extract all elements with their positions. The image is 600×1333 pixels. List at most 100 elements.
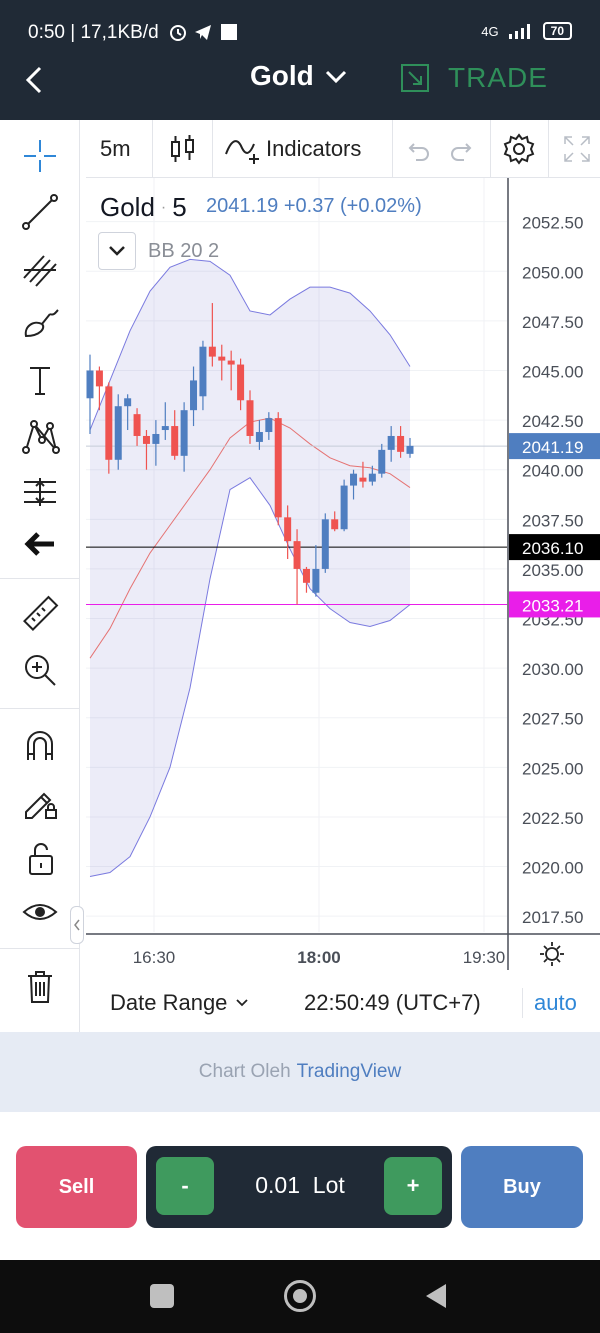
toolbar-divider: [490, 120, 491, 178]
candle-body: [105, 386, 113, 460]
attribution-prefix: Chart Oleh: [198, 1061, 291, 1082]
text-icon: [30, 367, 50, 395]
legend-collapse-button[interactable]: [98, 232, 136, 270]
price-label-bg: [509, 534, 600, 561]
buy-button[interactable]: Buy: [461, 1146, 583, 1228]
undo-button[interactable]: [404, 136, 432, 164]
chevron-left-icon: [25, 66, 42, 94]
indicators-label[interactable]: Indicators: [266, 136, 362, 161]
brush-tool[interactable]: [16, 302, 64, 346]
price-label: 2041.19: [522, 438, 583, 457]
candle-body: [124, 398, 132, 407]
trash-icon: [28, 971, 52, 1003]
candle-body: [171, 426, 179, 456]
candle-body: [350, 473, 358, 486]
back-nav-button[interactable]: [424, 1282, 448, 1310]
hide-toolbar-button[interactable]: [16, 522, 64, 566]
legend-interval: 5: [172, 192, 187, 222]
indicators-icon: [225, 140, 259, 164]
trend-line-icon: [22, 194, 58, 230]
lot-size-stepper: - 0.01 Lot +: [146, 1146, 452, 1228]
candle-body: [293, 541, 301, 569]
y-tick-label: 2040.00: [522, 462, 583, 481]
crosshair-tool[interactable]: [16, 134, 64, 178]
candle-body: [406, 445, 414, 454]
toolbar-divider: [0, 948, 80, 949]
ruler-icon: [23, 595, 59, 631]
fib-tool[interactable]: [16, 246, 64, 290]
gear-icon: [503, 133, 535, 165]
zoom-tool[interactable]: [16, 648, 64, 692]
bb-upper-line: [89, 258, 411, 431]
home-button[interactable]: [284, 1280, 316, 1312]
settings-button[interactable]: [502, 132, 536, 166]
toolbar-divider: [152, 120, 153, 178]
toolbar-divider: [212, 120, 213, 178]
bb-lower-line: [89, 476, 411, 877]
trend-line-tool[interactable]: [16, 190, 64, 234]
candle-body: [152, 433, 160, 444]
symbol-selector[interactable]: Gold: [250, 60, 348, 92]
increase-lot-button[interactable]: +: [384, 1157, 442, 1215]
unlock-icon: [29, 843, 53, 875]
candle-body: [237, 364, 245, 401]
redo-button[interactable]: [448, 136, 476, 164]
candle-body: [397, 435, 405, 452]
time-axis-settings-icon-ray: [556, 958, 561, 963]
sell-button[interactable]: Sell: [16, 1146, 137, 1228]
magnet-icon: [27, 731, 53, 760]
y-tick-label: 2027.50: [522, 710, 583, 729]
candle-body: [340, 485, 348, 530]
text-tool[interactable]: [16, 358, 64, 402]
ruler-tool[interactable]: [16, 592, 64, 636]
candle-body: [246, 400, 254, 436]
collapse-toolbar-handle[interactable]: [70, 906, 84, 944]
pattern-tool[interactable]: [16, 414, 64, 458]
forecast-icon: [24, 478, 56, 506]
notification-square-icon: [220, 24, 237, 40]
y-tick-label: 2035.00: [522, 561, 583, 580]
decrease-lot-button[interactable]: -: [156, 1157, 214, 1215]
candle-body: [312, 568, 320, 593]
indicator-legend[interactable]: BB 20 2: [148, 240, 219, 263]
indicators-button[interactable]: [224, 132, 264, 166]
lock-drawings-tool[interactable]: [16, 780, 64, 824]
back-button[interactable]: [18, 62, 50, 98]
page-title: Gold: [250, 60, 314, 91]
signal-icon: [508, 24, 530, 39]
fullscreen-icon: [564, 136, 590, 162]
chart-area[interactable]: 2052.50 2050.00 2047.50 2045.00 2042.50 2040.…: [86, 178, 600, 970]
chevron-down-icon: [109, 246, 125, 256]
magnet-tool[interactable]: [16, 724, 64, 768]
arrow-left-icon: [24, 532, 54, 556]
tradingview-link[interactable]: TradingView: [296, 1061, 402, 1082]
drawing-toolbar: [0, 120, 80, 1032]
lot-value[interactable]: 0.01 Lot: [255, 1172, 345, 1198]
chart-type-button[interactable]: [166, 132, 200, 166]
candle-body: [161, 426, 169, 431]
date-range-label: Date Range: [110, 990, 228, 1015]
candles-icon: [171, 135, 194, 162]
interval-selector[interactable]: 5m: [100, 136, 131, 161]
timezone-clock[interactable]: 22:50:49 (UTC+7): [304, 990, 481, 1015]
visibility-tool[interactable]: [16, 890, 64, 934]
auto-scale-button[interactable]: auto: [534, 990, 577, 1015]
measure-tool[interactable]: [16, 470, 64, 514]
trade-button[interactable]: TRADE: [400, 62, 548, 94]
recents-button[interactable]: [150, 1284, 174, 1308]
date-range-bar: Date Range 22:50:49 (UTC+7) auto: [86, 970, 600, 1032]
fullscreen-button[interactable]: [562, 134, 592, 164]
price-label: 2033.21: [522, 596, 583, 615]
delete-tool[interactable]: [16, 964, 64, 1008]
price-chart[interactable]: 2052.50 2050.00 2047.50 2045.00 2042.50 2040.…: [86, 178, 600, 970]
indicator-name: BB: [148, 240, 175, 262]
x-tick-label: 16:30: [133, 948, 176, 967]
time-axis-settings-icon[interactable]: [545, 947, 559, 961]
lock-tool[interactable]: [16, 836, 64, 880]
home-dot-icon: [293, 1289, 307, 1303]
x-tick-label: 18:00: [297, 948, 340, 967]
time-axis-settings-icon-ray: [556, 945, 561, 950]
candle-body: [378, 449, 386, 474]
date-range-button[interactable]: Date Range: [110, 990, 249, 1016]
candle-body: [142, 435, 150, 444]
